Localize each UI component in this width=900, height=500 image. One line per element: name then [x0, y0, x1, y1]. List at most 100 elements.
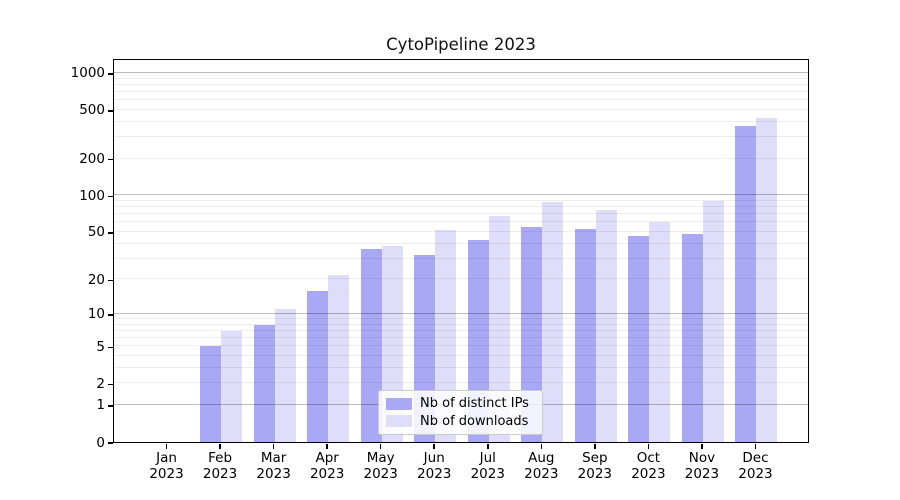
x-tick-label: Jun 2023 — [406, 450, 462, 482]
bar-downloads — [221, 331, 243, 442]
y-tick-label: 200 — [79, 151, 105, 168]
x-tick-label: Dec 2023 — [727, 450, 783, 482]
x-tick-label-year: 2023 — [202, 465, 238, 482]
x-tick — [701, 443, 703, 449]
x-tick — [165, 443, 168, 449]
y-tick-label: 0 — [96, 434, 105, 451]
x-tick-label-year: 2023 — [149, 465, 184, 482]
x-tick-label-year: 2023 — [684, 465, 720, 482]
y-tick-label: 5 — [96, 338, 105, 355]
x-tick-label: Mar 2023 — [246, 450, 302, 482]
x-tick-label-year: 2023 — [631, 465, 666, 482]
x-tick-label-year: 2023 — [577, 465, 613, 482]
gridline-minor — [114, 221, 808, 223]
x-tick-label: Aug 2023 — [513, 450, 569, 482]
x-tick-label-year: 2023 — [470, 465, 505, 482]
x-tick-label-year: 2023 — [417, 465, 452, 482]
y-tick — [108, 314, 113, 316]
gridlines-layer — [114, 60, 808, 442]
bar-distinct-ips — [307, 291, 329, 442]
y-tick — [108, 73, 113, 75]
y-tick — [108, 279, 113, 282]
bar-distinct-ips — [628, 236, 650, 442]
gridline-minor — [114, 318, 808, 319]
y-tick-label: 100 — [79, 187, 105, 204]
gridline-minor — [114, 329, 808, 331]
y-tick — [108, 383, 113, 386]
x-tick — [647, 443, 650, 449]
x-tick — [540, 443, 543, 449]
bar-downloads — [435, 230, 457, 442]
gridline-minor — [114, 337, 808, 339]
y-tick — [108, 232, 113, 234]
x-tick-label: Feb 2023 — [192, 450, 248, 482]
legend-label-distinct-ips: Nb of distinct IPs — [420, 396, 529, 412]
y-tick — [108, 346, 113, 349]
x-tick-label: Oct 2023 — [620, 450, 676, 482]
gridline-minor — [114, 108, 808, 110]
y-tick-label: 1 — [96, 397, 105, 414]
y-tick-label: 20 — [87, 271, 105, 288]
y-tick-label: 10 — [87, 306, 105, 323]
bar-downloads — [328, 275, 350, 442]
gridline-minor — [114, 242, 808, 244]
x-tick-label-year: 2023 — [363, 465, 398, 482]
x-tick — [433, 443, 435, 449]
y-tick-label: 2 — [96, 375, 105, 392]
x-tick — [487, 443, 489, 449]
bar-distinct-ips — [360, 249, 382, 442]
x-tick-label: Sep 2023 — [567, 450, 623, 482]
gridline-minor — [114, 206, 808, 208]
chart-title: CytoPipeline 2023 — [386, 35, 536, 54]
gridline-minor — [114, 278, 808, 280]
plot-area — [113, 59, 809, 443]
bar-downloads — [488, 216, 510, 442]
gridline-minor — [114, 230, 808, 232]
bar-distinct-ips — [681, 234, 703, 442]
legend-swatch-downloads — [386, 415, 412, 428]
gridline-minor — [114, 366, 808, 368]
y-tick-label: 50 — [87, 224, 105, 241]
gridline-minor — [114, 345, 808, 347]
legend: Nb of distinct IPs Nb of downloads — [378, 390, 543, 435]
gridline-minor — [114, 136, 808, 138]
x-tick-label-year: 2023 — [738, 465, 773, 482]
bar-distinct-ips — [521, 227, 543, 442]
gridline-minor — [114, 257, 808, 259]
y-tick-label: 1000 — [70, 65, 105, 82]
bar-downloads — [649, 222, 671, 442]
x-tick — [594, 443, 596, 449]
x-tick — [326, 443, 328, 449]
gridline-minor — [114, 157, 808, 159]
bar-distinct-ips — [735, 126, 757, 442]
legend-label-downloads: Nb of downloads — [420, 413, 529, 429]
gridline-minor — [114, 323, 808, 325]
x-tick-label-year: 2023 — [256, 465, 291, 482]
gridline-minor — [114, 355, 808, 357]
bar-downloads — [542, 202, 564, 442]
x-tick — [754, 443, 757, 449]
y-tick — [108, 405, 113, 407]
bar-distinct-ips — [200, 346, 222, 442]
bar-downloads — [274, 309, 296, 442]
x-tick — [379, 443, 382, 449]
x-tick — [219, 443, 221, 449]
bar-downloads — [702, 201, 724, 442]
x-tick-label-year: 2023 — [309, 465, 345, 482]
x-tick — [272, 443, 275, 449]
gridline-minor — [114, 77, 808, 79]
x-tick-label: Apr 2023 — [299, 450, 355, 482]
bar-downloads — [756, 118, 778, 442]
y-tick — [108, 195, 113, 198]
legend-row-downloads: Nb of downloads — [386, 414, 535, 429]
x-tick-label: Jan 2023 — [139, 450, 195, 482]
gridline-minor — [114, 120, 808, 122]
gridline-minor — [114, 213, 808, 215]
gridline-minor — [114, 200, 808, 202]
y-tick — [108, 158, 113, 161]
bar-downloads — [595, 210, 617, 442]
gridline-major — [114, 312, 808, 314]
gridline-minor — [114, 382, 808, 384]
bar-distinct-ips — [574, 229, 596, 442]
